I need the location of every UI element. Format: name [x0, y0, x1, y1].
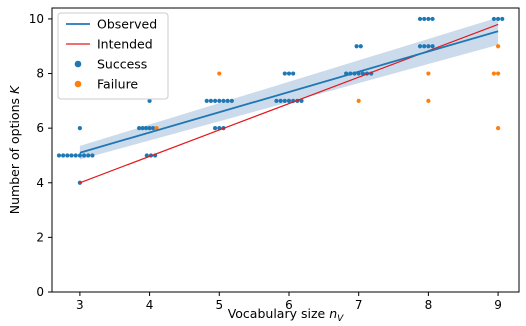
success-point: [417, 44, 423, 49]
success-point: [225, 98, 230, 103]
legend-dot-swatch: [74, 60, 82, 68]
success-point: [61, 153, 66, 158]
x-tick-label: 3: [76, 298, 84, 312]
x-tick-label: 5: [215, 298, 223, 312]
axis-ticks: 3 4 5 6 7 8 9 0 2 4 6 8 10: [29, 12, 502, 312]
success-point: [358, 44, 363, 49]
x-tick-label: 8: [425, 298, 433, 312]
legend-label: Success: [97, 57, 147, 72]
success-point: [143, 126, 149, 131]
x-axis-label: Vocabulary size nV: [228, 306, 344, 324]
legend-box: [57, 12, 169, 100]
success-point: [500, 16, 505, 22]
success-point: [417, 16, 423, 22]
legend-intended: Intended: [66, 37, 153, 52]
failure-point: [495, 126, 501, 131]
observed-confidence-band: [79, 17, 499, 160]
y-tick-label: 2: [36, 230, 44, 244]
success-point: [495, 16, 501, 22]
failure-point: [495, 44, 501, 49]
y-tick-label: 10: [29, 12, 44, 26]
success-point: [229, 98, 234, 103]
legend-success: Success: [74, 57, 147, 72]
success-point: [491, 16, 497, 22]
failure-point: [217, 71, 222, 76]
y-axis-label: Number of options K: [7, 84, 22, 214]
failure-point: [426, 71, 431, 76]
success-point: [422, 44, 427, 49]
success-point: [77, 153, 82, 158]
x-tick-label: 7: [355, 298, 363, 312]
success-point: [90, 153, 95, 158]
x-tick-label: 6: [285, 298, 293, 312]
y-tick-label: 6: [36, 121, 44, 135]
y-tick-label: 8: [36, 67, 44, 81]
success-point: [221, 98, 226, 103]
legend: Observed Intended Success Failure: [57, 12, 169, 100]
failure-point: [491, 71, 497, 76]
success-point: [422, 16, 427, 22]
success-point: [86, 153, 91, 158]
success-point: [147, 126, 152, 131]
success-point: [213, 98, 218, 103]
success-point: [286, 71, 292, 76]
success-point: [274, 98, 279, 103]
success-point: [282, 98, 287, 103]
x-tick-label: 4: [146, 298, 154, 312]
success-point: [354, 44, 359, 49]
legend-label: Failure: [97, 77, 138, 92]
failure-point: [356, 98, 361, 103]
success-point: [150, 126, 156, 131]
failure-point: [495, 71, 501, 76]
y-tick-label: 0: [36, 285, 44, 299]
success-point: [77, 126, 82, 131]
legend-label: Intended: [97, 37, 153, 52]
success-point: [217, 98, 222, 103]
success-point: [282, 71, 287, 76]
success-point: [430, 16, 435, 22]
success-point: [73, 153, 78, 158]
success-point: [426, 16, 431, 22]
legend-observed: Observed: [66, 17, 157, 32]
success-point: [56, 153, 62, 158]
legend-failure: Failure: [74, 77, 138, 92]
success-point: [208, 98, 214, 103]
success-point: [147, 98, 152, 103]
success-point: [69, 153, 74, 158]
plot-area: [56, 16, 505, 185]
failure-point: [154, 126, 159, 131]
success-point: [291, 71, 296, 76]
failure-point: [426, 98, 431, 103]
success-point: [278, 98, 283, 103]
success-point: [81, 153, 87, 158]
success-point: [286, 98, 292, 103]
x-tick-label: 9: [494, 298, 502, 312]
success-point: [65, 153, 70, 158]
success-point: [213, 126, 218, 131]
legend-dot-swatch: [74, 80, 82, 88]
legend-label: Observed: [97, 17, 157, 32]
observed-line: [79, 30, 499, 154]
success-point: [137, 126, 142, 131]
plot-frame: [51, 7, 520, 293]
y-tick-label: 4: [36, 176, 44, 190]
success-point: [140, 126, 145, 131]
success-point: [204, 98, 209, 103]
success-point: [426, 44, 431, 49]
success-point: [430, 44, 435, 49]
